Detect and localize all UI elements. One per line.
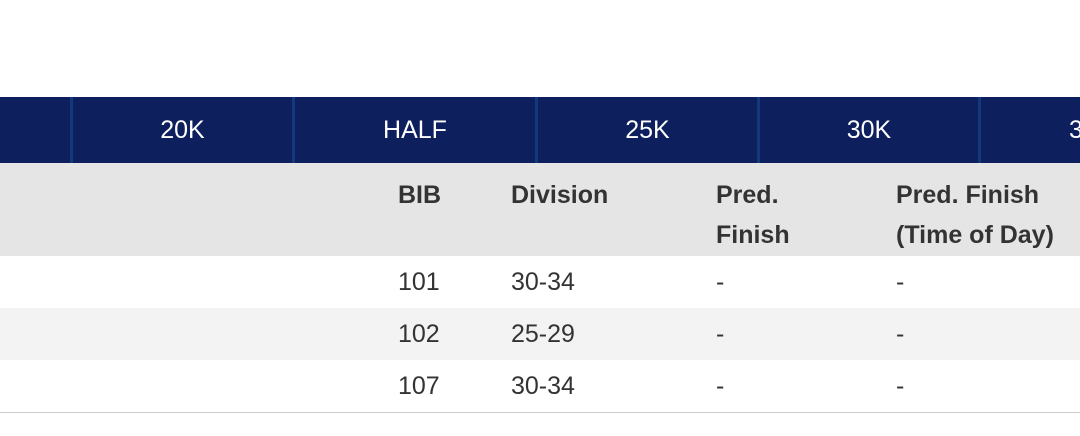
tab-separator (70, 97, 73, 163)
column-header[interactable]: Division (511, 181, 609, 209)
table-header: BIB Division Pred. Finish Pred. Finish (Tim… (0, 163, 1080, 256)
table-cell: 30-34 (511, 372, 575, 400)
table-cell: - (716, 320, 725, 348)
column-header[interactable]: Pred. Finish (716, 181, 790, 249)
tab[interactable]: 25K (625, 116, 670, 144)
table-cell: - (896, 268, 905, 296)
tab[interactable]: 20K (160, 116, 205, 144)
table-cell: - (896, 320, 905, 348)
table-bottom-border (0, 412, 1080, 413)
table-row: 107 30-34 - - (0, 360, 1080, 412)
table-cell: - (896, 372, 905, 400)
table-cell: 101 (398, 268, 440, 296)
table-cell: 25-29 (511, 320, 575, 348)
tab[interactable]: 3 (1069, 116, 1080, 144)
table-row: 101 30-34 - - (0, 256, 1080, 308)
table-row: 102 25-29 - - (0, 308, 1080, 360)
table-cell: 107 (398, 372, 440, 400)
tab[interactable]: HALF (383, 116, 447, 144)
tab-separator (757, 97, 760, 163)
tab-separator (535, 97, 538, 163)
table-cell: 102 (398, 320, 440, 348)
tab[interactable]: 30K (846, 116, 892, 144)
tab-separator (292, 97, 295, 163)
tab-separator (978, 97, 981, 163)
table-cell: 30-34 (511, 268, 575, 296)
column-header[interactable]: Pred. Finish (Time of Day) (896, 181, 1054, 249)
table-cell: - (716, 268, 725, 296)
table-cell: - (716, 372, 725, 400)
tab-bar: 20K HALF 25K 30K 3 (0, 97, 1080, 163)
column-header[interactable]: BIB (398, 181, 442, 209)
